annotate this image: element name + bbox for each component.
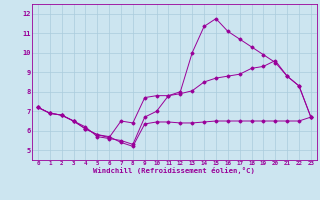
X-axis label: Windchill (Refroidissement éolien,°C): Windchill (Refroidissement éolien,°C) bbox=[93, 168, 255, 174]
